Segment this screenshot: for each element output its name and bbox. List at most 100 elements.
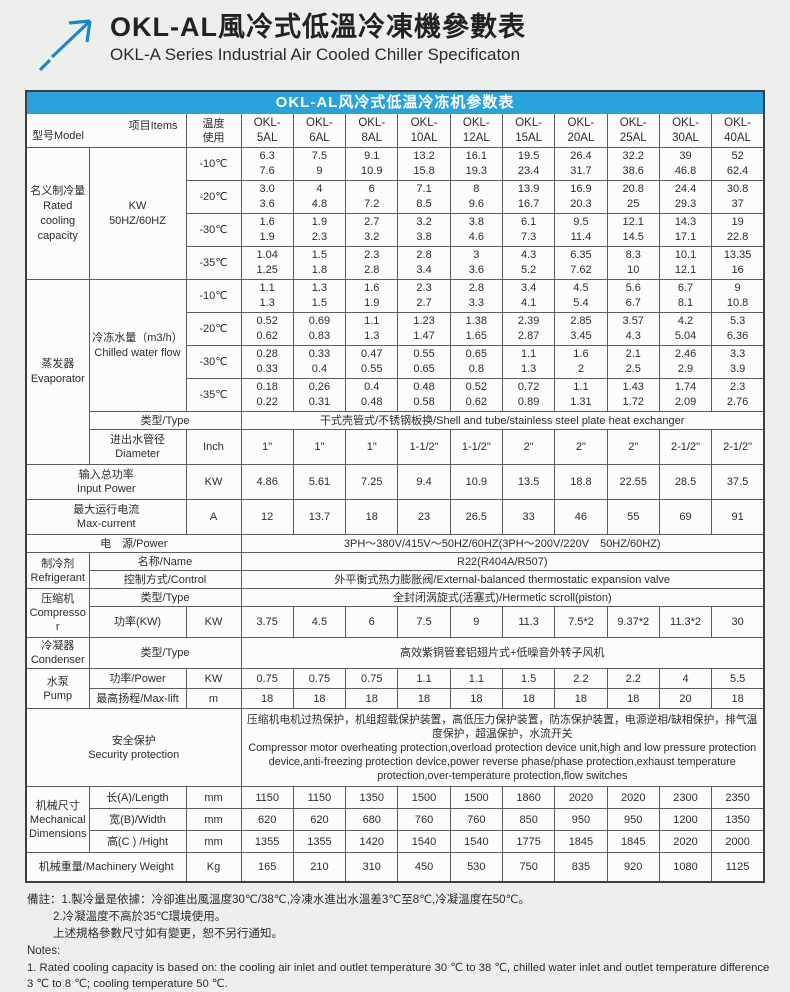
value-cell: 1.43 1.72 <box>606 378 660 412</box>
value-cell: 1.1 <box>449 668 503 689</box>
value-cell: 835 <box>554 852 608 882</box>
value-cell: 1.38 1.65 <box>449 312 503 346</box>
value-cell: 5.6 6.7 <box>606 279 660 313</box>
value-cell: 9.4 <box>397 464 451 500</box>
value-cell: 1.04 1.25 <box>240 246 294 280</box>
value-cell: 13.7 <box>292 499 347 535</box>
weight-label: 机械重量/Machinery Weight <box>25 852 187 882</box>
mechanical-height-row: 高(C ) /Hight mm 1355 1355 1420 1540 1540 1775… <box>26 830 765 853</box>
value-cell: 6.35 7.62 <box>554 246 608 280</box>
evaporator-type-row: 类型/Type 干式壳管式/不锈钢板换/Shell and tube/stain… <box>26 411 765 430</box>
value-cell: 1775 <box>501 830 556 853</box>
value-cell: 2" <box>554 429 608 465</box>
value-cell: 69 <box>658 499 713 535</box>
value-cell: 0.52 0.62 <box>449 378 503 412</box>
value-cell: 950 <box>606 808 660 831</box>
value-cell: 2.85 3.45 <box>554 312 608 346</box>
pump-power-unit: KW <box>185 668 242 689</box>
pump-lift-unit: m <box>185 688 242 709</box>
value-cell: 2-1/2" <box>711 429 765 465</box>
value-cell: 3.0 3.6 <box>240 180 294 214</box>
corner-model-label: 型号Model <box>32 130 84 142</box>
input-power-label: 输入总功率 Input Power <box>25 464 187 500</box>
model-column-header: OKL- 25AL <box>606 113 660 148</box>
value-cell: 0.75 <box>240 668 294 689</box>
value-cell: 13.35 16 <box>711 246 765 280</box>
value-cell: 0.47 0.55 <box>345 345 399 379</box>
value-cell: 2.2 <box>606 668 660 689</box>
value-cell: 33 <box>501 499 556 535</box>
value-cell: 2000 <box>711 830 765 853</box>
refrigerant-name-row: 制冷剂 Refrigerant 名称/Name R22(R404A/R507) <box>25 552 765 589</box>
temp-cell: -20℃ <box>185 180 242 214</box>
rated-row: 名义制冷量 Rated cooling capacity KW 50HZ/60H… <box>25 147 765 280</box>
value-cell: 1.74 2.09 <box>658 378 713 412</box>
value-cell: 18 <box>240 688 294 709</box>
value-cell: 0.69 0.83 <box>292 312 347 346</box>
model-column-header: OKL- 8AL <box>345 113 399 148</box>
refrigerant-control-value: 外平衡式热力膨胀阀/External-balanced thermostatic… <box>240 570 765 589</box>
value-cell: 1860 <box>501 786 556 809</box>
note-line-cn-3: 上述規格參數尺寸如有變更，恕不另行通知。 <box>53 927 283 940</box>
length-label: 长(A)/Length <box>88 786 187 809</box>
model-column-header: OKL- 10AL <box>397 113 451 148</box>
value-cell: 13.5 <box>501 464 556 500</box>
temp-cell: -35℃ <box>185 246 242 280</box>
mechanical-length-row: 机械尺寸 Mechanical Dimensions 长(A)/Length m… <box>25 786 765 853</box>
section-label-evaporator: 蒸发器 Evaporator <box>25 279 90 465</box>
value-cell: 1150 <box>292 786 347 809</box>
temp-cell: -30℃ <box>185 345 242 379</box>
rated-row: -35℃ 1.04 1.25 1.5 1.8 2.3 2.8 2.8 3.4 3 3.6 4.3 5.… <box>26 246 765 280</box>
value-cell: 7.1 8.5 <box>397 180 451 214</box>
refrigerant-control-row: 控制方式/Control 外平衡式热力膨胀阀/External-balanced… <box>26 570 765 589</box>
value-cell: 2.3 2.7 <box>397 279 451 313</box>
value-cell: 1200 <box>658 808 713 831</box>
value-cell: 2.8 3.4 <box>397 246 451 280</box>
value-cell: 1845 <box>554 830 608 853</box>
value-cell: 6.3 7.6 <box>240 147 294 181</box>
value-cell: 1.5 1.8 <box>292 246 347 280</box>
temp-cell: -10℃ <box>185 147 242 181</box>
model-column-header: OKL- 12AL <box>449 113 503 148</box>
value-cell: 1" <box>240 429 294 465</box>
rated-row: -30℃ 1.6 1.9 1.9 2.3 2.7 3.2 3.2 3.8 3.8 4.6 6.1 7.… <box>26 213 765 247</box>
model-column-header: OKL- 20AL <box>554 113 608 148</box>
power-supply-value: 3PH～380V/415V～50HZ/60HZ(3PH～200V/220V 50… <box>240 534 765 553</box>
value-cell: 46 <box>554 499 608 535</box>
value-cell: 1080 <box>658 852 713 882</box>
value-cell: 1540 <box>397 830 451 853</box>
value-cell: 2.1 2.5 <box>606 345 660 379</box>
value-cell: 165 <box>240 852 294 882</box>
value-cell: 1355 <box>240 830 294 853</box>
value-cell: 30.8 37 <box>711 180 765 214</box>
notes-block: 備註：1.製冷量是依據：冷卻進出風溫度30℃/38℃,冷凍水進出水溫差3℃至8℃… <box>27 892 772 992</box>
value-cell: 0.33 0.4 <box>292 345 347 379</box>
value-cell: 18 <box>711 688 765 709</box>
value-cell: 1" <box>345 429 399 465</box>
value-cell: 6.1 7.3 <box>501 213 556 247</box>
pump-lift-row: 最高扬程/Max-lift m 18 18 18 18 18 18 18 18 20 18 <box>26 688 765 709</box>
value-cell: 1.1 1.3 <box>240 279 294 313</box>
value-cell: 0.26 0.31 <box>292 378 347 412</box>
value-cell: 5.5 <box>711 668 765 689</box>
value-cell: 1.5 <box>501 668 556 689</box>
value-cell: 1125 <box>711 852 765 882</box>
value-cell: 2020 <box>554 786 608 809</box>
value-cell: 7.5 9 <box>292 147 347 181</box>
evaporator-row: -35℃ 0.18 0.22 0.26 0.31 0.4 0.48 0.48 0.58 0.52… <box>26 378 765 412</box>
value-cell: 1-1/2" <box>449 429 503 465</box>
note-line-cn-1: 備註：1.製冷量是依據：冷卻進出風溫度30℃/38℃,冷凍水進出水溫差3℃至8℃… <box>27 893 530 906</box>
value-cell: 2.3 2.8 <box>345 246 399 280</box>
diameter-label: 进出水管径 Diameter <box>88 429 187 465</box>
table-caption-row: OKL-AL风冷式低温冷冻机参数表 <box>25 90 765 114</box>
value-cell: 2020 <box>658 830 713 853</box>
value-cell: 3.2 3.8 <box>397 213 451 247</box>
height-label: 高(C ) /Hight <box>88 830 187 853</box>
value-cell: 12.1 14.5 <box>606 213 660 247</box>
security-text-cn: 压缩机电机过热保护，机组超载保护装置，高低压力保护装置，防冻保护装置，电源逆相/… <box>247 713 758 740</box>
value-cell: 4.86 <box>240 464 294 500</box>
value-cell: 1.1 1.3 <box>501 345 556 379</box>
temp-use-header: 温度 使用 <box>185 113 242 148</box>
compressor-type-label: 类型/Type <box>88 588 242 607</box>
weight-unit: Kg <box>185 852 242 882</box>
